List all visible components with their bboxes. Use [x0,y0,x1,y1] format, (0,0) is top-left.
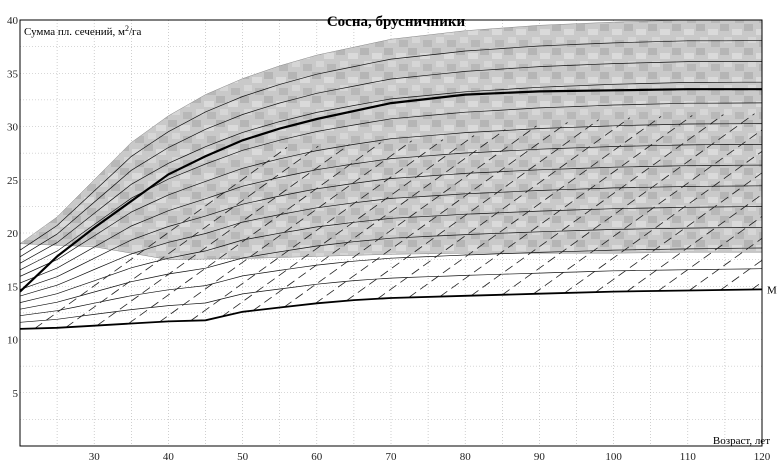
hatch-diagonal [346,119,599,302]
hatch-diagonal [533,129,762,295]
hatch-curve [20,164,762,290]
hatch-curve [20,61,762,258]
tick-labels: 30 40 50 60 70 80 90 100 110 120 5 10 15 20 25 30 35 40 [7,15,771,463]
y-tick-label: 25 [7,175,19,187]
hatch-diagonal [502,113,755,296]
x-tick-label: 110 [680,451,697,463]
shaded-band-area [20,20,762,260]
hatch-diagonal [626,193,762,292]
x-tick-label: 60 [311,451,323,463]
y-tick-label: 40 [7,15,19,27]
x-tick-label: 70 [386,451,398,463]
y-axis-label-sup: 2 [125,24,129,33]
x-tick-label: 100 [605,451,622,463]
hatch-diagonal [159,140,413,323]
hatch-diagonal [128,142,381,325]
hatch-diagonal [408,116,662,298]
y-tick-label: 30 [7,122,19,134]
x-tick-label: 50 [237,451,249,463]
hatch-diagonal [595,172,762,293]
hatch-curve [20,40,762,251]
plot-frame [19,19,763,447]
x-axis-label: Возраст, лет [713,435,770,447]
hatch-diagonal [377,117,631,300]
shaded-band [20,20,762,260]
hatch-diagonal [221,135,475,317]
hatch-diagonal [564,150,762,294]
hatch-diagonal-lines [34,113,762,329]
y-tick-label: 5 [13,388,19,400]
x-tick-label: 90 [534,451,546,463]
series-layer [20,88,762,330]
hatch-diagonal [96,144,350,326]
y-axis-label: Сумма пл. сечений, м2/га [24,24,142,38]
hatch-horizontal-curves [20,40,762,323]
x-tick-label: 80 [460,451,472,463]
hatch-curve [20,81,762,264]
hatch-curve [20,206,762,303]
hatch-diagonal [439,115,693,297]
hatch-curve [20,268,762,323]
chart-title: Сосна, брусничники [327,14,466,30]
y-tick-label: 35 [7,68,19,80]
y-tick-label: 10 [7,335,19,347]
hatch-diagonal [34,147,288,329]
hatch-curve [20,123,762,277]
series-line-upper-normal [20,88,762,293]
y-axis-label-unit: /га [129,26,142,38]
hatch-curve [20,247,762,317]
hatch-diagonal [470,114,724,296]
hatch-diagonal [315,122,568,304]
y-axis-label-main: Сумма пл. сечений, м [24,26,125,38]
hatch-curve [20,144,762,284]
x-tick-label: 30 [89,451,101,463]
hatch-diagonal [65,145,319,328]
hatch-diagonal [283,125,537,308]
hatch-diagonal [252,129,506,311]
x-tick-label: 120 [754,451,771,463]
hatch-curve [20,226,762,310]
y-tick-label: 15 [7,281,19,293]
series-line-minimum [20,288,762,330]
hatch-diagonal [190,139,444,322]
y-tick-label: 20 [7,228,19,240]
series-label-m: M [767,284,777,296]
x-tick-label: 40 [163,451,175,463]
